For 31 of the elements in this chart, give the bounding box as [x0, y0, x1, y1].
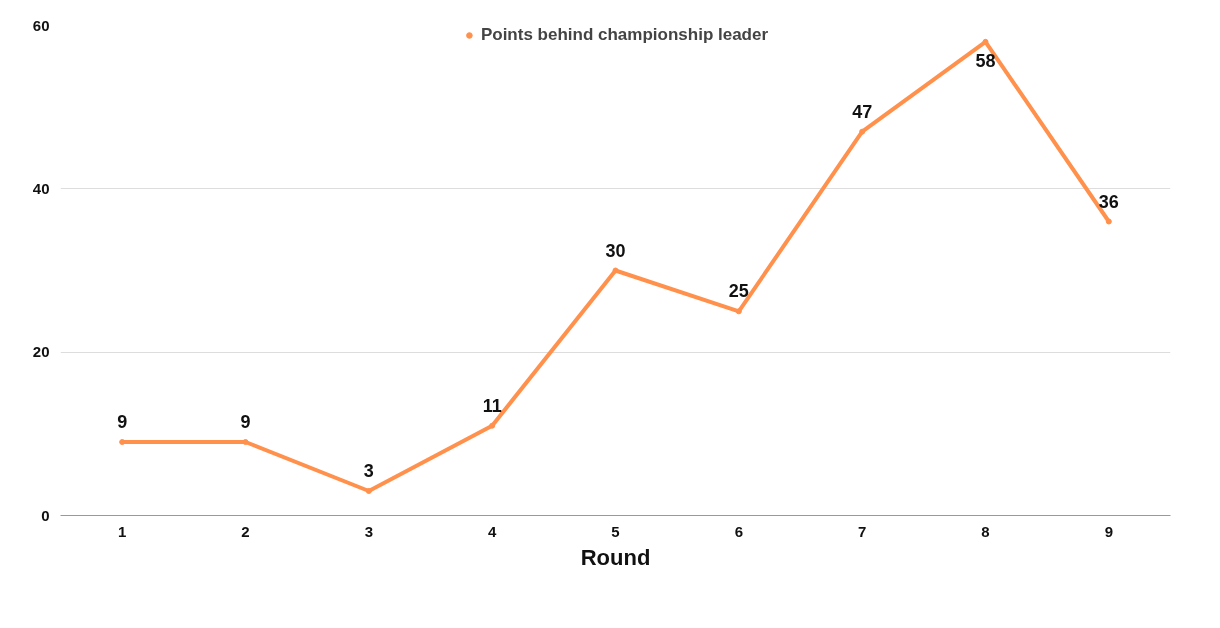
- x-axis-title: Round: [580, 544, 651, 570]
- data-label: 11: [482, 395, 502, 416]
- y-tick-label: 60: [32, 16, 50, 34]
- data-label: 47: [852, 101, 873, 122]
- data-label: 9: [240, 412, 251, 432]
- x-tick-label: 7: [858, 522, 867, 540]
- point: [1105, 218, 1112, 225]
- x-tick-label: 9: [1104, 522, 1114, 540]
- data-label: 25: [728, 281, 749, 302]
- y-tick-label: 40: [32, 179, 50, 197]
- data-label: 9: [117, 412, 128, 432]
- data-label: 58: [975, 50, 996, 71]
- x-tick-label: 8: [981, 522, 990, 540]
- x-tick-label: 4: [488, 522, 497, 540]
- x-tick-label: 2: [241, 522, 250, 540]
- point: [242, 439, 249, 445]
- point: [612, 267, 619, 274]
- x-tick-label: 5: [611, 522, 620, 540]
- x-tick-label: 1: [118, 522, 127, 540]
- data-label: 3: [363, 461, 374, 481]
- x-tick-label: 3: [364, 522, 374, 540]
- point: [489, 422, 496, 429]
- point: [365, 488, 372, 494]
- data-label: 36: [1098, 191, 1119, 212]
- y-tick-label: 0: [41, 506, 50, 524]
- data-label: 30: [605, 240, 626, 261]
- x-tick-label: 6: [734, 522, 744, 540]
- legend-label: Points behind championship leader: [480, 25, 769, 45]
- point: [859, 128, 866, 135]
- point: [735, 308, 742, 315]
- y-tick-label: 20: [32, 343, 50, 361]
